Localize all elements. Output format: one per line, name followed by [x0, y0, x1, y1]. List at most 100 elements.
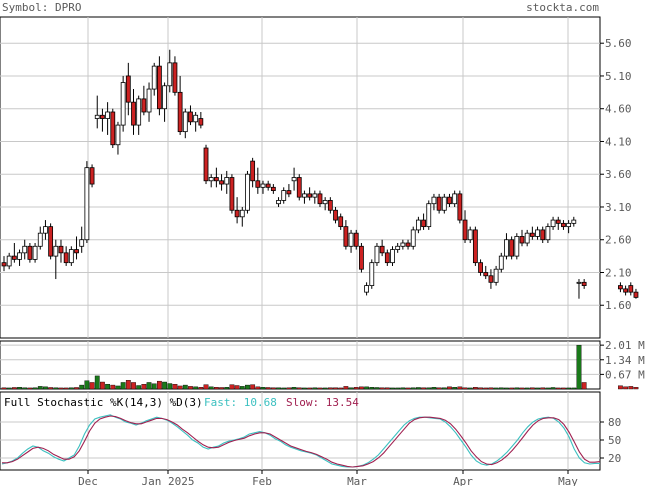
volume-bar: [524, 387, 530, 390]
volume-bar: [535, 387, 540, 390]
candle-body: [618, 285, 623, 290]
volume-bar: [493, 387, 499, 390]
candle-body: [426, 203, 432, 228]
volume-bar: [17, 387, 22, 390]
volume-bar: [276, 387, 281, 390]
candle-body: [441, 196, 447, 211]
volume-bar: [447, 386, 452, 390]
stochastic-fast-line: [1, 414, 600, 468]
candle-body: [224, 177, 230, 185]
volume-bar: [483, 387, 489, 390]
volume-bar: [400, 387, 406, 390]
volume-bar: [457, 386, 463, 390]
candle-body: [353, 232, 359, 247]
candle-body: [167, 62, 173, 87]
volume-bar: [623, 386, 629, 390]
volume-bar: [545, 387, 551, 390]
candle-body: [447, 196, 452, 205]
candle-body: [343, 226, 349, 247]
candle-body: [395, 245, 401, 250]
candle-body: [260, 183, 266, 188]
volume-bar: [265, 387, 271, 390]
volume-bar: [322, 387, 328, 390]
x-tick-label: Jan 2025: [142, 475, 195, 486]
candle-body: [182, 111, 188, 133]
candle-body: [400, 242, 406, 247]
volume-bar: [245, 384, 250, 390]
price-tick-label: 1.60: [605, 299, 632, 312]
volume-bar: [561, 387, 566, 390]
candle-body: [281, 190, 287, 201]
candle-body: [115, 124, 121, 146]
volume-bar: [338, 387, 344, 390]
candle-body: [415, 219, 421, 231]
volume-bar: [27, 387, 33, 390]
candle-body: [545, 226, 551, 241]
candle-body: [633, 291, 639, 298]
candle-body: [17, 252, 22, 260]
candle-body: [504, 239, 509, 257]
candle-body: [213, 177, 219, 182]
candle-body: [431, 196, 437, 205]
volume-bar: [576, 344, 582, 390]
price-panel: 5.60 5.10 4.60 4.10 3.60 3.10 2.60 2.10 1.60: [0, 16, 639, 339]
candle-body: [405, 242, 411, 247]
candle-body: [462, 219, 468, 241]
candle-body: [270, 186, 276, 192]
volume-bar: [125, 380, 131, 390]
stochastic-lines: [1, 414, 601, 468]
candle-body: [529, 232, 535, 237]
volume-bar: [208, 386, 214, 390]
volume-bar: [488, 387, 494, 390]
volume-bar: [384, 387, 390, 390]
stochastic-slow-line: [2, 415, 601, 468]
candle-body: [53, 245, 59, 257]
volume-bar: [478, 387, 483, 390]
candle-body: [322, 200, 328, 205]
volume-bar: [395, 387, 401, 390]
volume-bar: [234, 385, 240, 390]
volume-bar: [312, 387, 318, 390]
volume-bar: [431, 387, 437, 390]
volume-bar: [182, 384, 188, 390]
candle-body: [623, 288, 628, 293]
volume-bar: [633, 387, 639, 390]
stochastic-title: Full Stochastic %K(14,3) %D(3): [4, 396, 203, 409]
x-tick-label: Mar: [347, 475, 367, 486]
volume-bar: [302, 387, 307, 390]
price-tick-label: 4.10: [605, 135, 632, 148]
price-tick-label: 3.60: [605, 168, 632, 181]
volume-bar: [11, 387, 17, 390]
candle-body: [156, 65, 162, 110]
volume-bar: [84, 380, 90, 390]
candle-body: [203, 147, 209, 182]
candle-body: [32, 245, 38, 260]
candle-body: [68, 249, 74, 264]
candle-body: [219, 180, 224, 185]
candle-body: [151, 65, 157, 90]
volume-bar: [74, 387, 79, 390]
price-tick-label: 5.60: [605, 37, 632, 50]
volume-bar: [566, 387, 572, 390]
candle-body: [188, 111, 193, 123]
x-tick-label: May: [558, 475, 578, 486]
candle-body: [555, 219, 561, 224]
price-tick-label: 2.10: [605, 266, 632, 279]
volume-bar: [229, 384, 235, 390]
volume-bar: [68, 387, 74, 390]
candle-body: [291, 177, 297, 182]
volume-bar: [188, 386, 193, 390]
candle-body: [410, 229, 416, 247]
volume-bar: [239, 386, 245, 390]
volume-bar: [156, 380, 162, 390]
candle-body: [312, 193, 318, 198]
candle-body: [172, 62, 178, 93]
volume-bar: [250, 384, 256, 390]
volume-bar: [421, 387, 426, 390]
volume-bar: [224, 387, 230, 390]
candle-body: [125, 75, 131, 103]
candle-body: [110, 111, 116, 146]
x-tick-label: Feb: [252, 475, 272, 486]
volume-tick-label: 1.34 M: [605, 354, 645, 367]
